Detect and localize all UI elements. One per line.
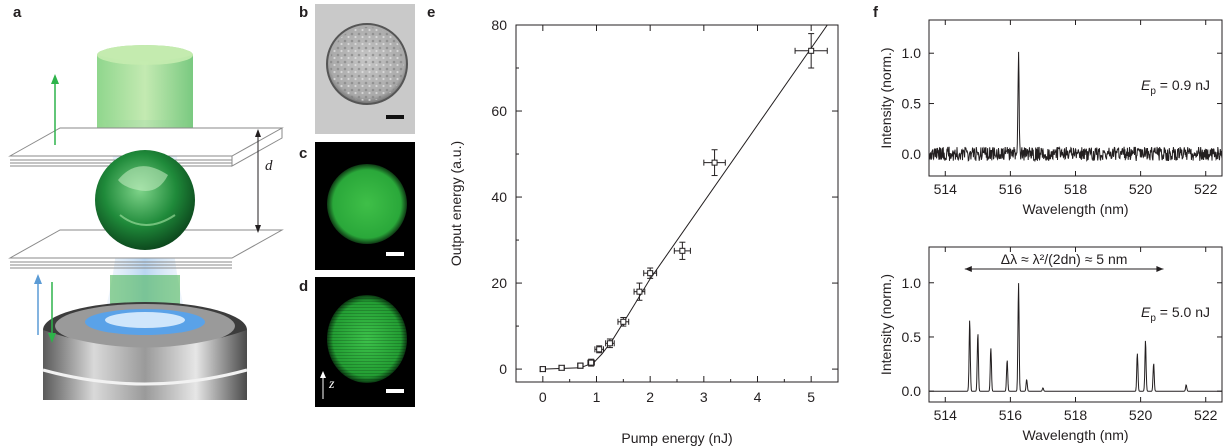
cell-laser-illustration	[8, 45, 284, 400]
annotation-symbol: E	[1141, 304, 1151, 320]
y-tick-label: 40	[491, 189, 507, 205]
annotation-value: = 0.9 nJ	[1156, 77, 1210, 93]
range-arrow-head-right	[1156, 266, 1164, 272]
data-point	[679, 247, 686, 254]
x-tick-label: 4	[754, 389, 762, 405]
x-tick-label: 516	[999, 407, 1023, 423]
y-tick-label: 0.5	[902, 329, 922, 345]
data-point	[606, 340, 613, 347]
panel-label-f: f	[873, 4, 878, 21]
y-tick-label: 80	[491, 17, 507, 33]
data-point	[577, 362, 584, 369]
brightfield-image	[315, 4, 415, 134]
data-point	[588, 359, 595, 366]
x-tick-label: 3	[700, 389, 708, 405]
data-point	[539, 366, 546, 373]
y-tick-label: 1.0	[902, 275, 922, 291]
confocal-image	[315, 277, 415, 407]
y-tick-label: 60	[491, 103, 507, 119]
annotation-subscript: p	[1150, 86, 1156, 97]
plot-frame	[928, 246, 1223, 403]
data-point	[620, 318, 627, 325]
annotation-subscript: p	[1150, 313, 1156, 324]
data-point	[596, 346, 603, 353]
z-axis-label: z	[329, 377, 335, 392]
y-tick-label: 0.0	[902, 383, 922, 399]
data-point	[647, 270, 654, 277]
x-axis-label: Wavelength (nm)	[1022, 427, 1128, 443]
fluorescence-image	[315, 142, 415, 270]
annotation-symbol: E	[1141, 77, 1151, 93]
spectrum-trace	[929, 283, 1222, 392]
pump-energy-annotation: Ep = 5.0 nJ	[1141, 304, 1210, 324]
y-tick-label: 0	[499, 361, 507, 377]
x-axis-label: Wavelength (nm)	[1022, 201, 1128, 217]
annotation-value: = 5.0 nJ	[1156, 304, 1210, 320]
x-tick-label: 514	[934, 181, 958, 197]
spectrum-low-pump-chart: 514 516 518 520 522 0.0 0.5 1.0 Wavelength (nm) I…	[878, 19, 1223, 217]
y-axis-label: Intensity (norm.)	[878, 274, 894, 375]
x-tick-label: 514	[934, 407, 958, 423]
data-point	[636, 288, 643, 295]
x-tick-label: 1	[593, 389, 601, 405]
data-point	[808, 47, 815, 54]
x-tick-label: 516	[999, 181, 1023, 197]
output-vs-pump-chart: 0 1 2 3 4 5 0 20 40 60 80 Pump energy (nJ) Output en…	[448, 17, 839, 446]
panel-label-e: e	[427, 4, 436, 21]
y-tick-label: 0.0	[902, 146, 922, 162]
y-axis-label: Output energy (a.u.)	[448, 141, 464, 266]
y-tick-label: 0.5	[902, 96, 922, 112]
x-tick-label: 518	[1064, 407, 1088, 423]
spectrum-high-pump-chart: 514 516 518 520 522 0.0 0.5 1.0 Wavelength (nm) I…	[878, 246, 1223, 443]
fit-line	[542, 25, 828, 370]
y-tick-label: 20	[491, 275, 507, 291]
y-tick-label: 1.0	[902, 45, 922, 61]
x-axis-label: Pump energy (nJ)	[621, 430, 732, 446]
x-tick-label: 2	[646, 389, 654, 405]
fsr-label: Δλ ≈ λ²/(2dn) ≈ 5 nm	[1001, 251, 1128, 267]
y-axis-label: Intensity (norm.)	[878, 47, 894, 148]
panel-label-a: a	[13, 4, 22, 21]
pump-energy-annotation: Ep = 0.9 nJ	[1141, 77, 1210, 97]
data-point	[711, 159, 718, 166]
x-tick-label: 518	[1064, 181, 1088, 197]
spectrum-trace	[928, 51, 1223, 163]
panel-label-b: b	[299, 4, 309, 21]
panel-label-d: d	[299, 278, 309, 295]
x-tick-label: 520	[1129, 407, 1153, 423]
x-tick-label: 522	[1194, 407, 1218, 423]
range-arrow-head-left	[964, 266, 972, 272]
x-tick-label: 520	[1129, 181, 1153, 197]
x-tick-label: 5	[807, 389, 815, 405]
plate-spacing-label: d	[265, 158, 273, 174]
panel-label-c: c	[299, 145, 308, 162]
data-point	[558, 364, 565, 371]
x-tick-label: 522	[1194, 181, 1218, 197]
x-tick-label: 0	[539, 389, 547, 405]
